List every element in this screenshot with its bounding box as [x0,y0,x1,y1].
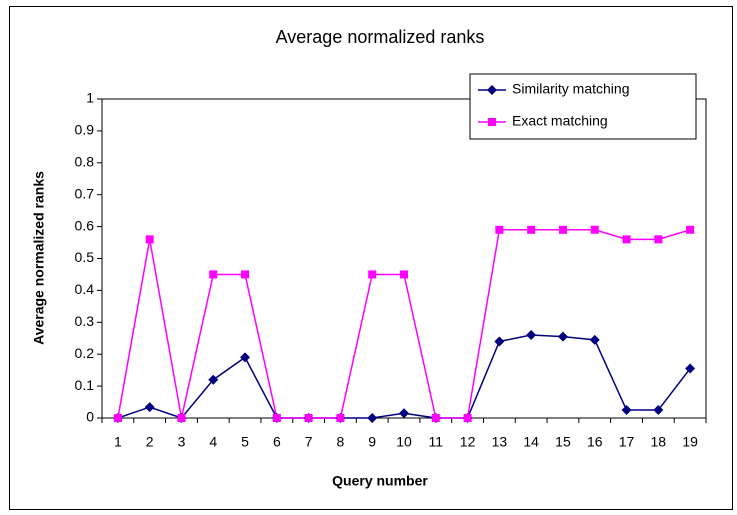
x-tick-label: 17 [619,434,635,450]
x-tick-label: 1 [114,434,122,450]
data-point [495,225,504,234]
data-point [145,235,154,244]
data-point [400,270,408,279]
data-point [557,331,568,342]
data-point [209,270,218,279]
data-point [241,270,250,279]
data-point [144,402,155,413]
x-tick-label: 16 [587,434,603,450]
data-point [463,414,472,422]
x-tick-label: 18 [651,434,667,450]
legend-label: Exact matching [512,113,608,129]
data-point [368,270,377,279]
x-tick-label: 7 [305,434,313,450]
y-tick-label: 0 [86,409,94,425]
data-point [336,414,345,422]
x-tick-label: 11 [429,434,444,450]
y-tick-label: 0.1 [75,377,95,393]
x-tick-label: 5 [241,434,249,450]
data-point [621,405,632,416]
legend: Similarity matching Exact matching [469,73,697,140]
legend-marker [487,85,497,95]
legend-label: Similarity matching [512,81,629,97]
x-axis-title: Query number [332,473,428,489]
data-point [431,414,440,422]
data-point [304,414,313,422]
x-tick-label: 6 [273,434,281,450]
y-tick-label: 0.5 [75,249,95,265]
data-point [177,414,186,422]
x-tick-label: 19 [682,434,698,450]
data-point [113,414,122,422]
y-tick-label: 0.7 [75,185,95,201]
data-point [399,408,409,419]
y-tick-label: 0.3 [75,313,95,329]
legend-box [469,73,697,140]
y-axis-title: Average normalized ranks [31,171,47,345]
x-tick-label: 14 [523,434,539,450]
data-point [208,374,219,385]
legend-marker [488,118,496,126]
x-tick-label: 9 [368,434,376,450]
x-tick-label: 3 [178,434,186,450]
data-point [558,225,567,234]
data-point [527,225,536,234]
x-tick-label: 10 [396,434,412,450]
data-point [686,225,695,234]
data-point [526,330,537,341]
x-tick-label: 13 [492,434,508,450]
y-tick-label: 0.2 [75,345,95,361]
data-point [240,352,251,363]
y-tick-label: 0.6 [75,217,95,233]
data-point [654,235,663,244]
x-tick-label: 2 [146,434,154,450]
y-tick-label: 0.9 [75,122,95,138]
data-point [272,414,281,422]
y-tick-label: 0.4 [75,281,95,297]
data-point [589,334,600,345]
data-point [590,225,599,234]
data-point [367,413,378,423]
x-tick-label: 15 [555,434,571,450]
x-tick-label: 8 [337,434,345,450]
data-point [622,235,631,244]
y-tick-label: 0.8 [75,154,95,170]
data-point [494,336,505,347]
x-tick-label: 4 [209,434,217,450]
chart-title: Average normalized ranks [276,27,485,47]
y-tick-label: 1 [86,90,94,106]
data-point [685,363,696,374]
x-tick-label: 12 [460,434,476,450]
data-point [653,405,664,416]
